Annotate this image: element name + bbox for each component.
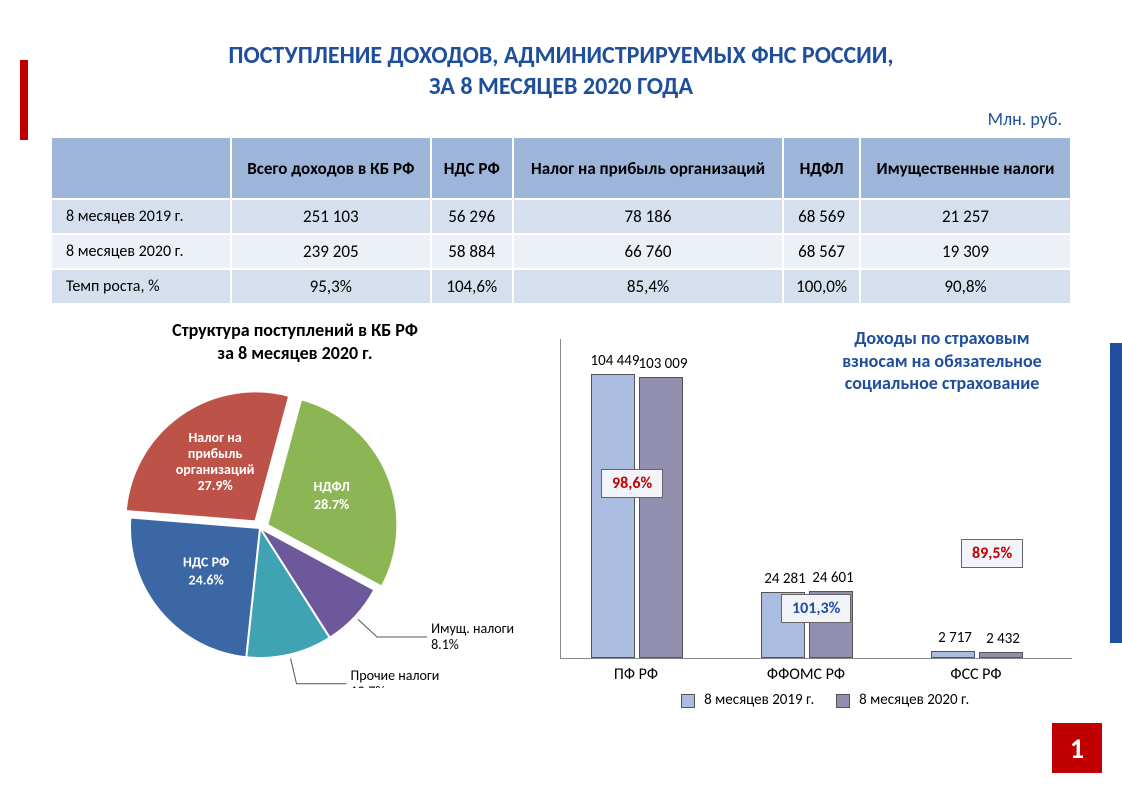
bar	[639, 377, 683, 658]
cell: 239 205	[231, 234, 431, 269]
bar-value-label: 103 009	[633, 355, 693, 373]
row-label: 8 месяцев 2020 г.	[51, 234, 231, 269]
bar-chart-block: Доходы по страховым взносам на обязатель…	[560, 319, 1072, 709]
cell: 95,3%	[231, 269, 431, 304]
cell: 104,6%	[431, 269, 513, 304]
col-property: Имущественные налоги	[860, 137, 1071, 199]
growth-pct-box: 89,5%	[961, 539, 1023, 568]
growth-pct-box: 101,3%	[781, 594, 851, 623]
bar	[979, 652, 1023, 659]
unit-label: Млн. руб.	[50, 108, 1072, 130]
bar-category-label: ПФ РФ	[571, 665, 701, 684]
bar-category-label: ФСС РФ	[911, 665, 1041, 684]
chart-label: 8.1%	[431, 636, 459, 653]
cell: 78 186	[513, 199, 783, 234]
chart-label: Имущ. налоги	[431, 620, 514, 637]
cell: 21 257	[860, 199, 1071, 234]
cell: 56 296	[431, 199, 513, 234]
right-accent-bar	[1110, 343, 1122, 643]
chart-label: прибыль	[188, 446, 243, 463]
table-row: 8 месяцев 2019 г. 251 103 56 296 78 186 …	[51, 199, 1071, 234]
cell: 58 884	[431, 234, 513, 269]
chart-label: Прочие налоги	[351, 667, 440, 684]
bar-legend: 8 месяцев 2019 г. 8 месяцев 2020 г.	[560, 691, 1072, 709]
chart-label: 27.9%	[197, 478, 232, 495]
pie-title-line2: за 8 месяцев 2020 г.	[217, 342, 372, 364]
cell: 85,4%	[513, 269, 783, 304]
chart-label: организаций	[176, 462, 255, 479]
bar	[591, 374, 635, 659]
left-accent-bar	[20, 60, 28, 140]
chart-label: 28.7%	[314, 497, 349, 514]
bar-category-label: ФФОМС РФ	[741, 665, 871, 684]
chart-label: НДФЛ	[314, 479, 350, 496]
cell: 251 103	[231, 199, 431, 234]
slide-title: ПОСТУПЛЕНИЕ ДОХОДОВ, АДМИНИСТРИРУЕМЫХ ФН…	[50, 40, 1072, 102]
cell: 68 567	[783, 234, 860, 269]
pie-chart: Налог наприбыльорганизаций27.9% НДФЛ28.7%…	[50, 368, 540, 688]
legend-swatch-2019	[681, 694, 695, 708]
pie-title-line1: Структура поступлений в КБ РФ	[172, 319, 418, 341]
legend-swatch-2020	[836, 694, 850, 708]
table-row: Темп роста, % 95,3% 104,6% 85,4% 100,0% …	[51, 269, 1071, 304]
cell: 68 569	[783, 199, 860, 234]
legend-label-2020: 8 месяцев 2020 г.	[859, 691, 969, 709]
charts-row: Структура поступлений в КБ РФ за 8 месяц…	[50, 319, 1072, 709]
col-ndfl: НДФЛ	[783, 137, 860, 199]
title-line2: ЗА 8 МЕСЯЦЕВ 2020 ГОДА	[429, 72, 693, 101]
page-number: 1	[1052, 723, 1102, 773]
pie-chart-block: Структура поступлений в КБ РФ за 8 месяц…	[50, 319, 540, 709]
chart-label: НДС РФ	[183, 554, 229, 571]
cell: 90,8%	[860, 269, 1071, 304]
bar-value-label: 2 432	[973, 630, 1033, 648]
cell: 19 309	[860, 234, 1071, 269]
col-blank	[51, 137, 231, 199]
row-label: 8 месяцев 2019 г.	[51, 199, 231, 234]
col-total: Всего доходов в КБ РФ	[231, 137, 431, 199]
slide: ПОСТУПЛЕНИЕ ДОХОДОВ, АДМИНИСТРИРУЕМЫХ ФН…	[0, 0, 1122, 793]
chart-label: 10.7%	[351, 683, 386, 688]
bar-chart: 104 449103 009ПФ РФ98,6%24 28124 601ФФОМ…	[560, 339, 1072, 659]
chart-label: Налог на	[188, 430, 241, 447]
table-header-row: Всего доходов в КБ РФ НДС РФ Налог на пр…	[51, 137, 1071, 199]
legend-label-2019: 8 месяцев 2019 г.	[704, 691, 814, 709]
table-row: 8 месяцев 2020 г. 239 205 58 884 66 760 …	[51, 234, 1071, 269]
cell: 66 760	[513, 234, 783, 269]
row-label: Темп роста, %	[51, 269, 231, 304]
bar-value-label: 24 601	[803, 569, 863, 587]
chart-label: 24.6%	[188, 572, 223, 589]
bar	[931, 651, 975, 658]
cell: 100,0%	[783, 269, 860, 304]
pie-title: Структура поступлений в КБ РФ за 8 месяц…	[50, 319, 540, 364]
title-line1: ПОСТУПЛЕНИЕ ДОХОДОВ, АДМИНИСТРИРУЕМЫХ ФН…	[228, 41, 893, 70]
col-nds: НДС РФ	[431, 137, 513, 199]
summary-table: Всего доходов в КБ РФ НДС РФ Налог на пр…	[50, 136, 1072, 305]
col-profit-tax: Налог на прибыль организаций	[513, 137, 783, 199]
growth-pct-box: 98,6%	[601, 469, 663, 498]
